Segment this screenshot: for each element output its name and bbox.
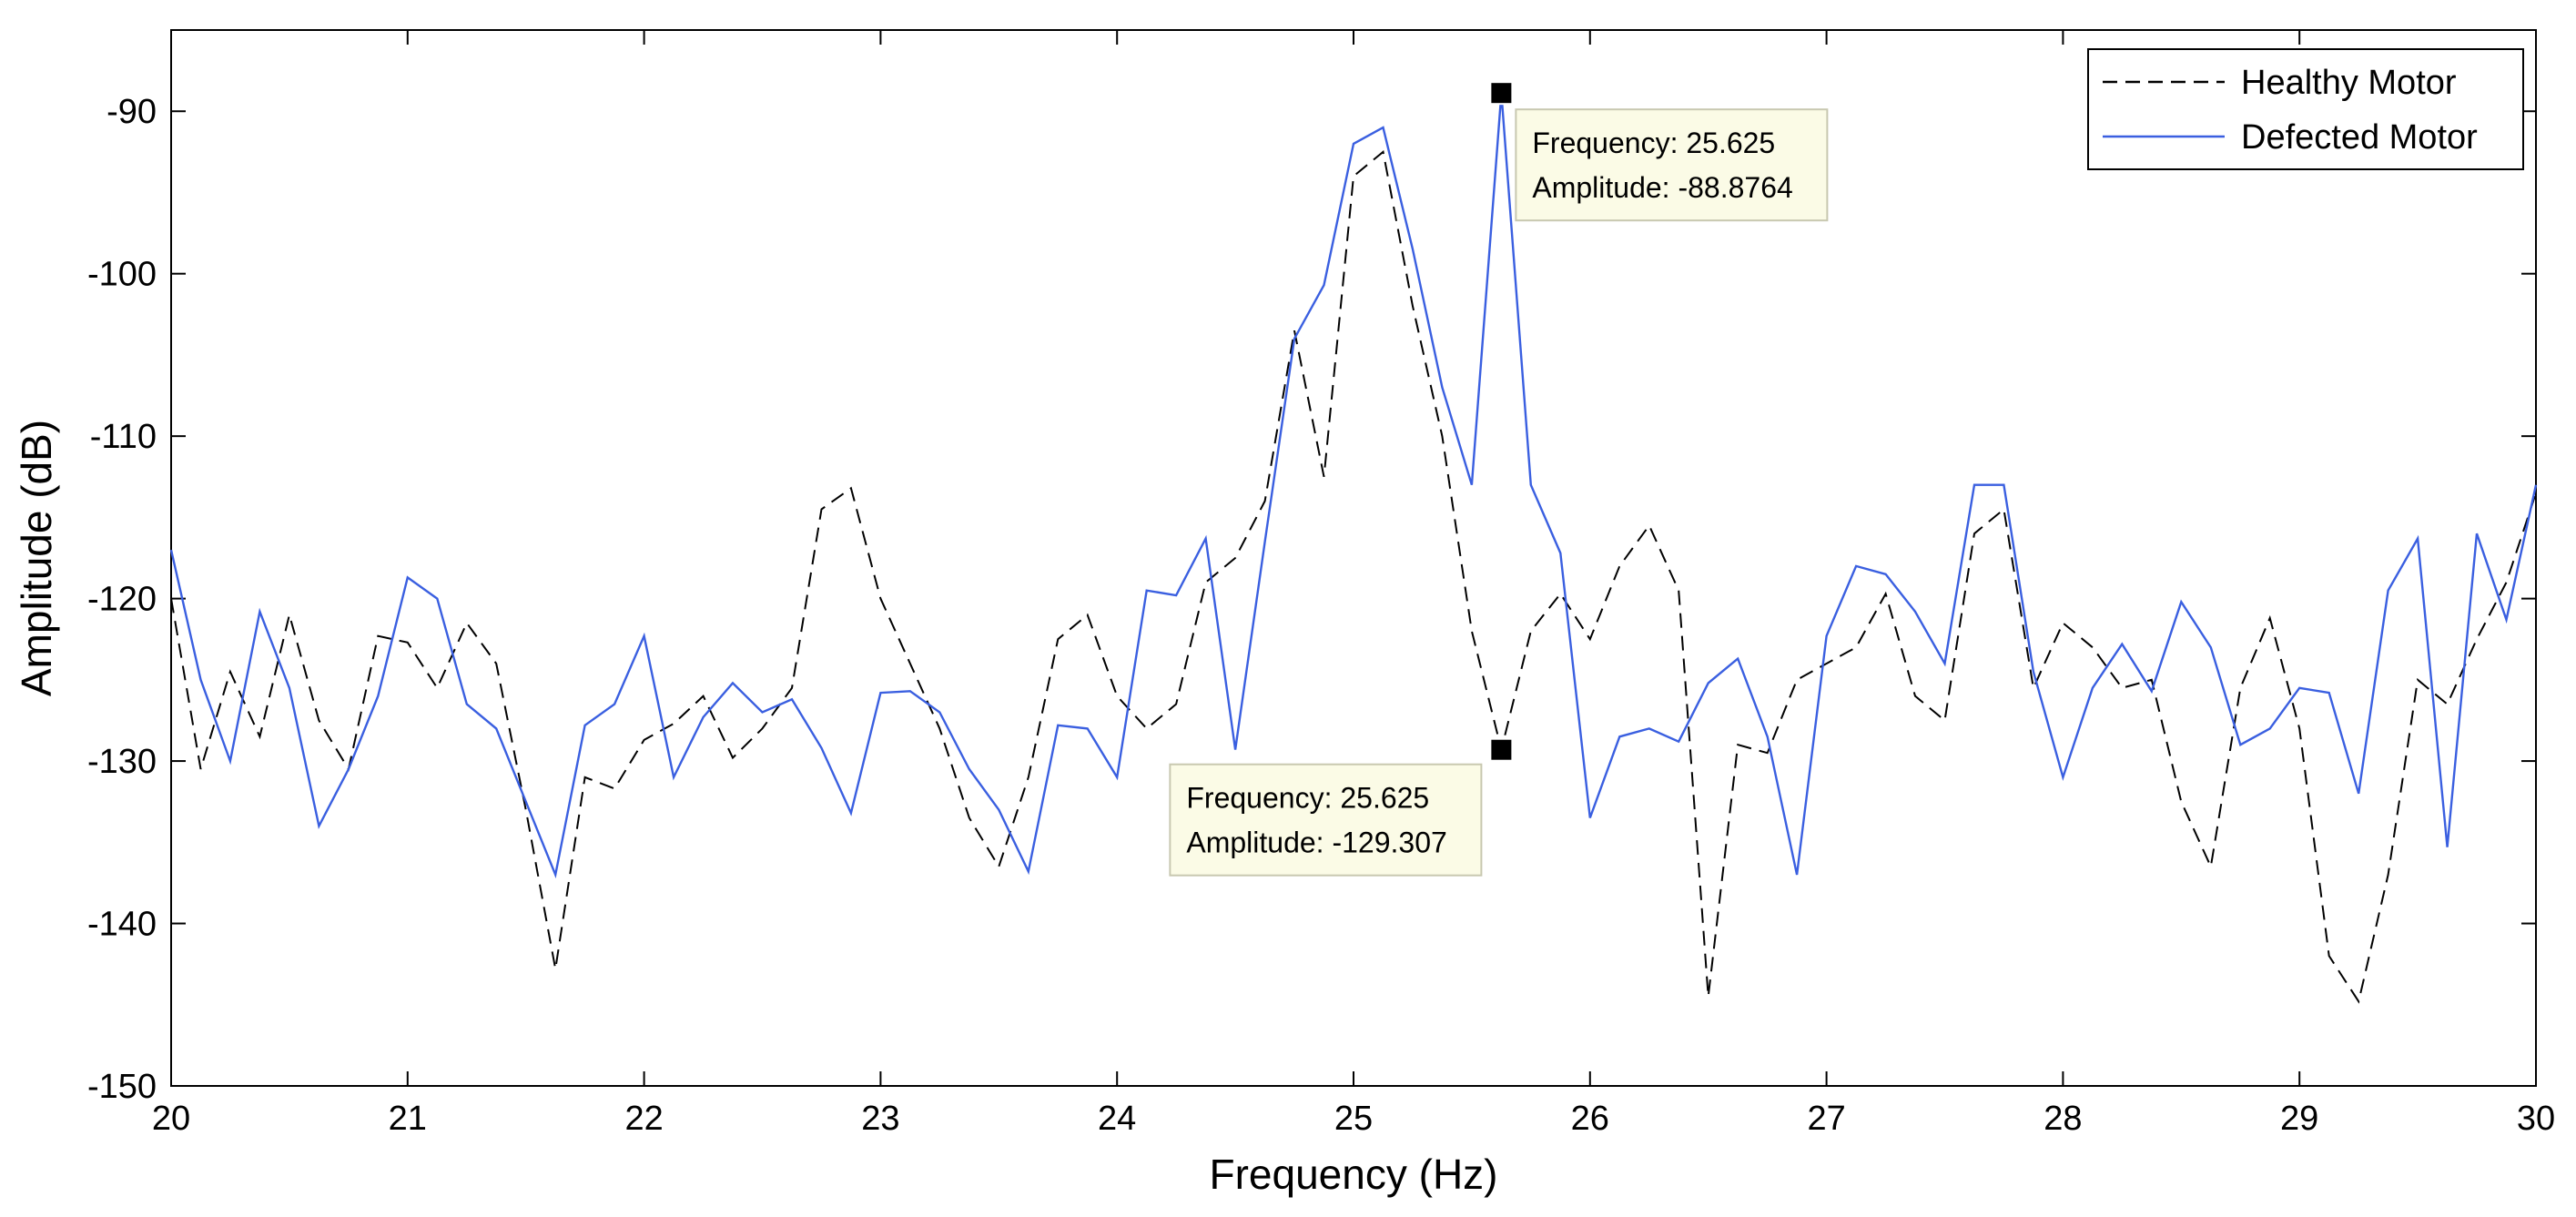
datatip-box	[1169, 763, 1483, 877]
datatip-marker	[1489, 81, 1514, 106]
legend-label: Healthy Motor	[2241, 64, 2457, 102]
legend-label: Defected Motor	[2241, 118, 2478, 157]
x-tick-label: 20	[152, 1100, 190, 1138]
datatip-frequency-text: Frequency: 25.625	[1532, 127, 1775, 159]
x-tick-label: 30	[2517, 1100, 2555, 1138]
datatip-frequency-text: Frequency: 25.625	[1186, 782, 1429, 815]
series-line-defected-motor	[169, 93, 2538, 879]
y-tick-label: -90	[106, 93, 157, 131]
plot-area-frame	[170, 29, 2537, 1087]
y-tick-label: -120	[87, 581, 157, 619]
x-axis-title: Frequency (Hz)	[1210, 1151, 1498, 1198]
x-tick-label: 23	[861, 1100, 899, 1138]
y-tick-label: -100	[87, 256, 157, 294]
x-tick-label: 26	[1571, 1100, 1609, 1138]
datatip-marker	[1489, 737, 1514, 762]
y-tick-label: -140	[87, 906, 157, 944]
x-tick-label: 21	[389, 1100, 427, 1138]
x-tick-label: 28	[2044, 1100, 2082, 1138]
legend-box	[2087, 48, 2524, 170]
y-tick-label: -110	[90, 418, 157, 456]
x-tick-label: 24	[1098, 1100, 1136, 1138]
series-line-healthy-motor	[170, 149, 2537, 1004]
y-tick-label: -150	[87, 1068, 157, 1106]
x-tick-label: 27	[1807, 1100, 1845, 1138]
datatip-amplitude-text: Amplitude: -129.307	[1186, 827, 1446, 859]
y-axis-title: Amplitude (dB)	[13, 420, 60, 696]
datatip-box	[1515, 108, 1829, 222]
datatip-amplitude-text: Amplitude: -88.8764	[1532, 171, 1792, 204]
x-tick-label: 29	[2280, 1100, 2318, 1138]
y-tick-label: -130	[87, 743, 157, 781]
x-tick-label: 25	[1334, 1100, 1373, 1138]
x-tick-label: 22	[624, 1100, 663, 1138]
